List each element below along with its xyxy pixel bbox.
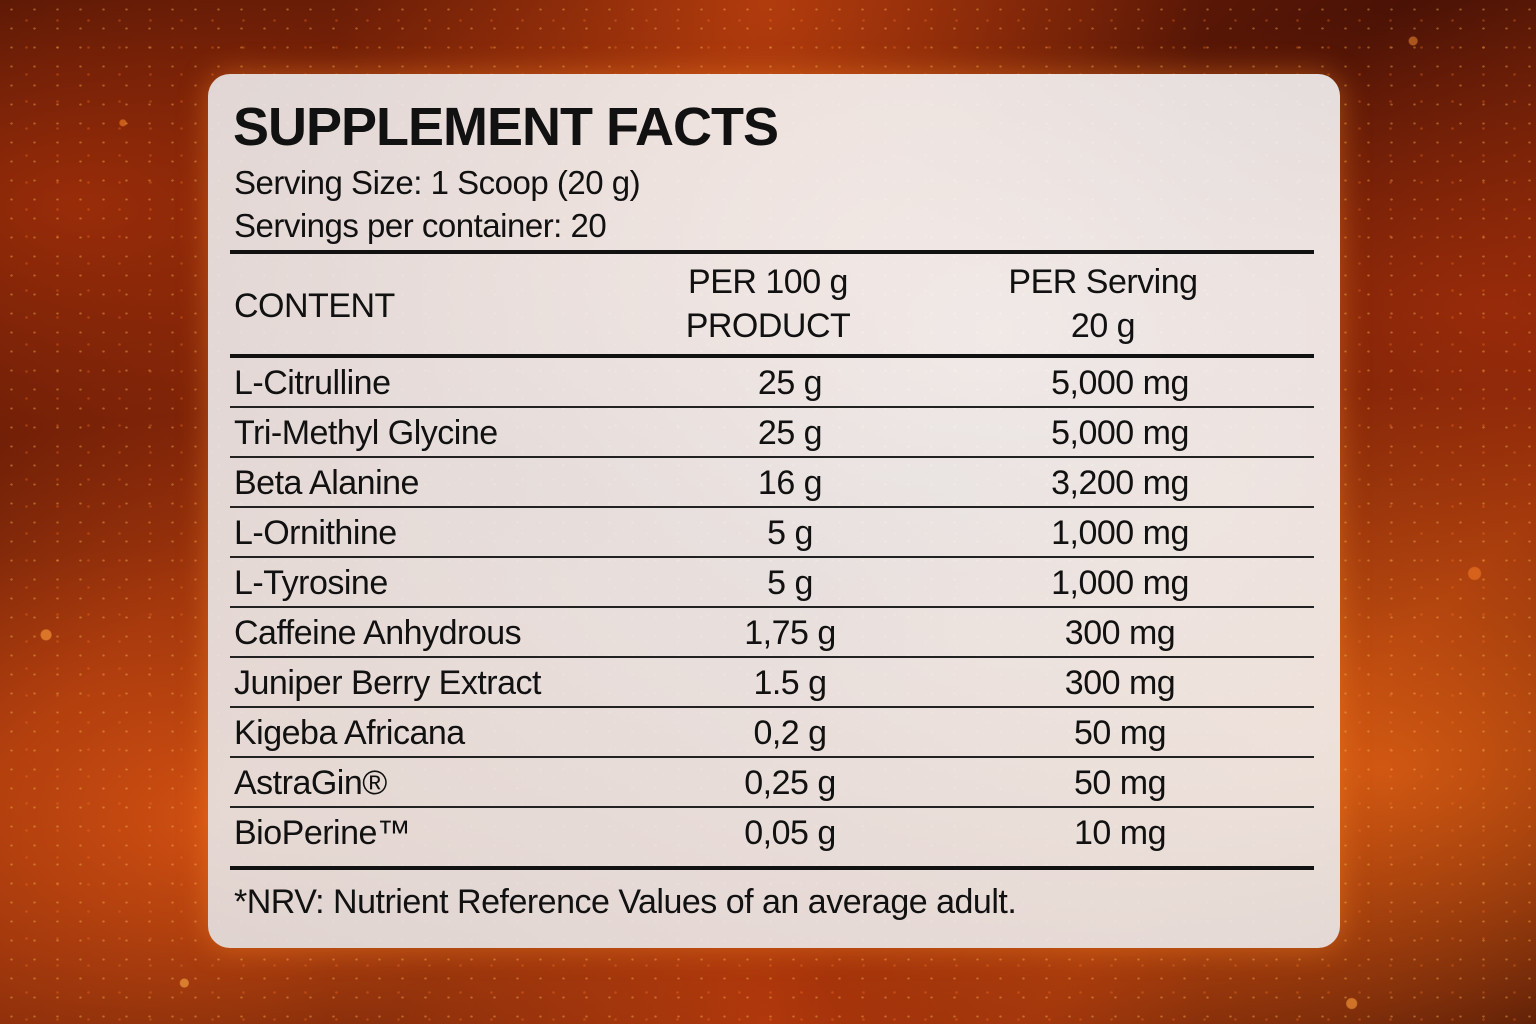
ingredient-name: Juniper Berry Extract [234,664,541,702]
table-row: L-Citrulline 25 g 5,000 mg [230,358,1314,408]
table-row: Caffeine Anhydrous 1,75 g 300 mg [230,608,1314,658]
ingredient-name: L-Ornithine [234,514,397,552]
table-row: BioPerine™ 0,05 g 10 mg [230,808,1314,858]
ingredient-name: Kigeba Africana [234,714,465,752]
column-header-content: CONTENT [234,287,395,325]
row-divider [230,606,1314,608]
amount-per-100g: 16 g [757,464,823,502]
amount-per-serving: 5,000 mg [1051,414,1189,452]
row-divider [230,456,1314,458]
table-bottom-rule [230,866,1314,870]
table-row: Beta Alanine 16 g 3,200 mg [230,458,1314,508]
ingredient-name: Tri-Methyl Glycine [234,414,498,452]
table-row: Tri-Methyl Glycine 25 g 5,000 mg [230,408,1314,458]
row-divider [230,656,1314,658]
header-top-rule [230,250,1314,254]
row-divider [230,406,1314,408]
ingredient-name: Caffeine Anhydrous [234,614,522,652]
table-row: L-Ornithine 5 g 1,000 mg [230,508,1314,558]
amount-per-100g: 5 g [767,564,813,602]
serving-size: Serving Size: 1 Scoop (20 g) [234,164,641,201]
amount-per-serving: 50 mg [1074,714,1167,752]
amount-per-serving: 300 mg [1064,614,1176,652]
row-divider [230,806,1314,808]
row-divider [230,756,1314,758]
amount-per-serving: 5,000 mg [1051,364,1189,402]
table-row: Juniper Berry Extract 1.5 g 300 mg [230,658,1314,708]
table-row: AstraGin® 0,25 g 50 mg [230,758,1314,808]
amount-per-100g: 25 g [757,414,823,452]
column-header-perserving: PER Serving 20 g [988,260,1218,348]
amount-per-100g: 25 g [757,364,823,402]
amount-per-serving: 50 mg [1074,764,1167,802]
ingredient-name: AstraGin® [234,764,387,802]
amount-per-100g: 0,25 g [744,764,836,802]
column-header-per100-line2: PRODUCT [685,307,851,345]
column-header-perserving-line2: 20 g [1070,307,1136,345]
table-row: Kigeba Africana 0,2 g 50 mg [230,708,1314,758]
ingredient-name: BioPerine™ [234,814,411,852]
label-title: SUPPLEMENT FACTS [233,97,779,157]
amount-per-100g: 5 g [767,514,813,552]
amount-per-serving: 3,200 mg [1051,464,1189,502]
row-divider [230,506,1314,508]
amount-per-100g: 1,75 g [744,614,836,652]
nrv-footnote: *NRV: Nutrient Reference Values of an av… [234,883,1017,921]
column-header-per100-line1: PER 100 g [688,263,848,301]
servings-per-container: Servings per container: 20 [234,207,607,244]
amount-per-serving: 1,000 mg [1051,514,1189,552]
amount-per-serving: 1,000 mg [1051,564,1189,602]
ingredient-name: L-Tyrosine [234,564,388,602]
ingredient-name: L-Citrulline [234,364,391,402]
ingredient-name: Beta Alanine [234,464,419,502]
amount-per-100g: 0,2 g [753,714,827,752]
table-row: L-Tyrosine 5 g 1,000 mg [230,558,1314,608]
supplement-facts-panel: SUPPLEMENT FACTS Serving Size: 1 Scoop (… [208,74,1340,948]
row-divider [230,556,1314,558]
amount-per-100g: 1.5 g [753,664,827,702]
column-header-perserving-line1: PER Serving [1008,263,1198,301]
column-header-per100: PER 100 g PRODUCT [668,260,868,348]
header-bottom-rule [230,354,1314,358]
row-divider [230,706,1314,708]
amount-per-serving: 300 mg [1064,664,1176,702]
amount-per-100g: 0,05 g [744,814,836,852]
amount-per-serving: 10 mg [1074,814,1167,852]
